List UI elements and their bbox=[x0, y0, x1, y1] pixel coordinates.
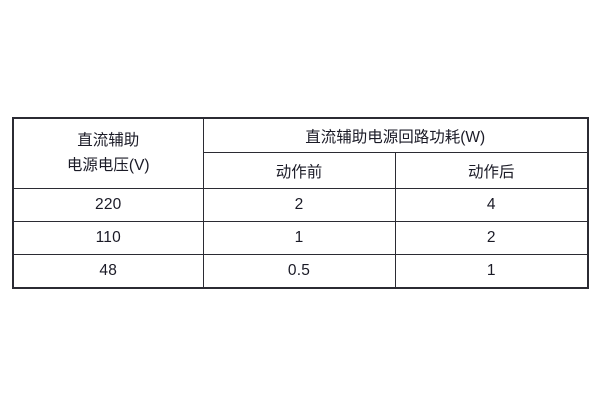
cell-after: 2 bbox=[394, 221, 589, 255]
table-header-row-primary: 直流辅助 电源电压(V) 直流辅助电源回路功耗(W) bbox=[12, 117, 589, 189]
table-header-row-secondary: 动作前 动作后 bbox=[13, 152, 589, 189]
table-row: 220 2 4 bbox=[12, 188, 589, 222]
cell-after: 1 bbox=[394, 254, 589, 289]
cell-after: 4 bbox=[394, 188, 589, 222]
cell-before: 1 bbox=[202, 221, 396, 255]
cell-voltage: 110 bbox=[12, 221, 204, 255]
header-cell-after-operation: 动作后 bbox=[394, 152, 589, 189]
dc-auxiliary-power-table: 直流辅助 电源电压(V) 直流辅助电源回路功耗(W) 动作前 动作后 220 2… bbox=[12, 117, 589, 289]
table-row: 48 0.5 1 bbox=[12, 254, 589, 289]
cell-before: 0.5 bbox=[202, 254, 396, 289]
spec-table-container: 直流辅助 电源电压(V) 直流辅助电源回路功耗(W) 动作前 动作后 220 2… bbox=[12, 117, 589, 289]
header-cell-power-consumption: 直流辅助电源回路功耗(W) bbox=[202, 117, 589, 153]
cell-voltage: 48 bbox=[12, 254, 204, 289]
cell-voltage: 220 bbox=[12, 188, 204, 222]
cell-before: 2 bbox=[202, 188, 396, 222]
header-cell-voltage: 直流辅助 电源电压(V) bbox=[12, 117, 204, 189]
header-voltage-line-2: 电源电压(V) bbox=[66, 156, 150, 174]
table-row: 110 1 2 bbox=[12, 221, 589, 255]
header-voltage-line-1: 直流辅助 bbox=[77, 132, 140, 150]
header-cell-before-operation: 动作前 bbox=[202, 152, 396, 189]
